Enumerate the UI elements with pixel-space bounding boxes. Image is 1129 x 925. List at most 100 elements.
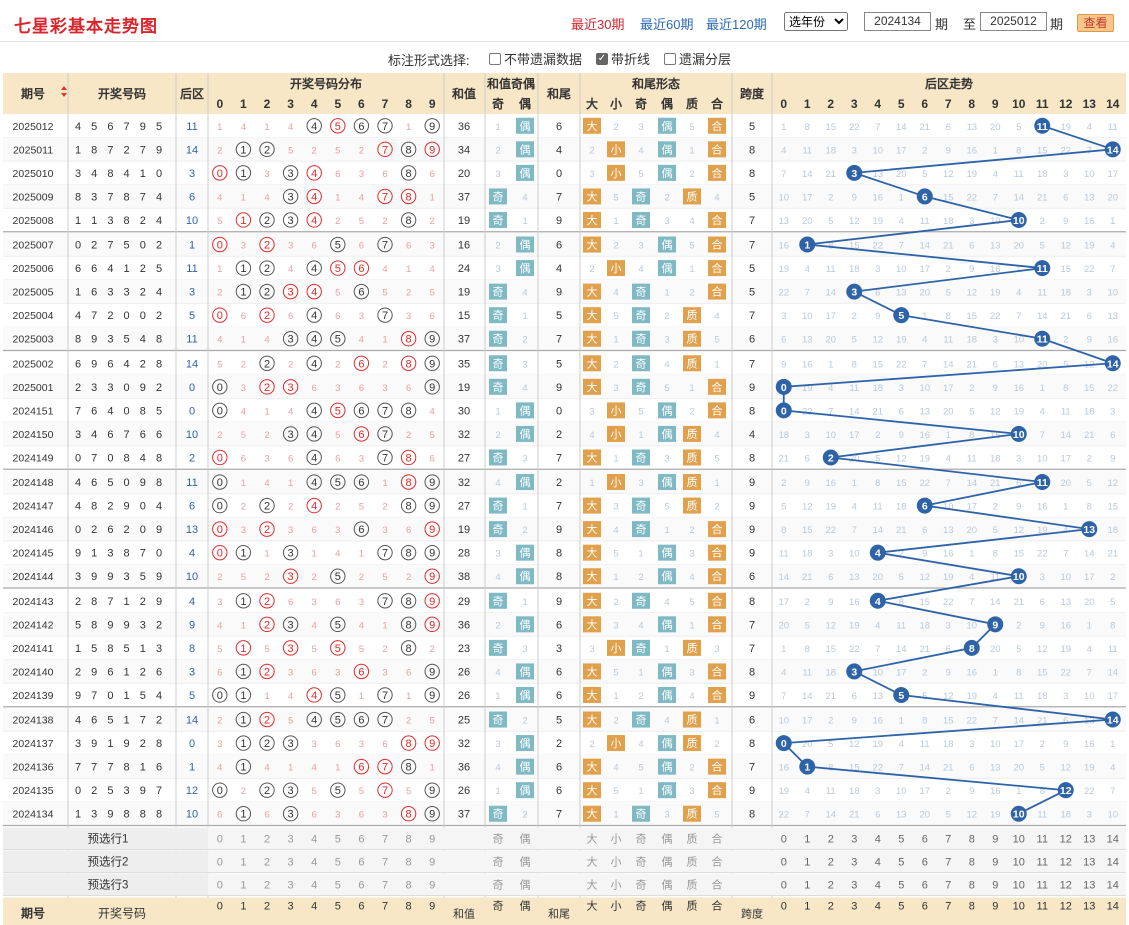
dist-ball-num: 1 — [240, 215, 246, 227]
issue-cell: 2025006 — [13, 263, 54, 275]
foot-bt: 5 — [898, 901, 904, 913]
no-miss-checkbox[interactable]: 不带遗漏数据 — [489, 49, 582, 68]
tf-mark — [708, 378, 726, 395]
dist-ball — [330, 118, 346, 134]
tf-mark — [708, 568, 726, 585]
select-digit: 5 — [335, 834, 341, 846]
back-ball — [846, 164, 863, 181]
select-back: 6 — [922, 834, 928, 846]
miss-cell: 7 — [993, 716, 998, 727]
dist-ball-num: 4 — [311, 334, 317, 346]
dist-ball-num: 8 — [406, 762, 412, 774]
miss-cell: 2 — [288, 359, 293, 370]
miss-cell: 3 — [875, 264, 880, 275]
back-ball — [1057, 782, 1074, 799]
from-issue-input[interactable]: 2024134 — [864, 12, 931, 31]
recent-120-link[interactable]: 最近120期 — [706, 17, 767, 32]
miss-cell: 13 — [990, 241, 1001, 252]
to-unit-label: 期 — [1050, 17, 1064, 32]
miss-cell: 12 — [849, 739, 860, 750]
miss-cell: 5 — [875, 453, 880, 464]
back-ball-num: 3 — [851, 287, 857, 299]
miss-cell: 15 — [1013, 549, 1024, 560]
miss-cell: 19 — [778, 786, 789, 797]
miss-cell: 2 — [589, 145, 594, 156]
miss-cell: 4 — [359, 620, 364, 631]
sum-cell: 37 — [458, 809, 470, 821]
miss-layer-checkbox[interactable]: 遗漏分层 — [664, 49, 731, 68]
foot-oe: 奇 — [493, 900, 504, 913]
back-cell: 11 — [186, 334, 197, 346]
dist-ball-num: 2 — [264, 382, 270, 394]
dist-ball-num: 4 — [311, 405, 317, 417]
miss-cell: 20 — [802, 739, 813, 750]
oe-mark-text: 偶 — [520, 570, 531, 583]
checkbox-box[interactable]: ✓ — [596, 52, 608, 65]
back-ball — [893, 307, 910, 324]
dist-ball — [259, 212, 275, 228]
number-cell: 6 — [156, 762, 162, 774]
back-cell: 3 — [189, 168, 195, 180]
tf-mark-text: 奇 — [636, 523, 647, 536]
number-cell: 4 — [75, 121, 81, 133]
oe-mark-text: 奇 — [493, 642, 504, 655]
oe-mark-text: 偶 — [520, 761, 531, 774]
miss-cell: 2 — [638, 691, 643, 702]
dist-ball — [235, 711, 252, 728]
miss-cell: 3 — [589, 406, 594, 417]
miss-cell: 4 — [946, 453, 951, 464]
issue-cell: 2024143 — [13, 596, 54, 608]
back-ball-num: 9 — [992, 619, 998, 631]
miss-cell: 4 — [828, 383, 833, 394]
dist-ball-num: 4 — [311, 191, 317, 203]
number-cell: 6 — [107, 358, 113, 370]
miss-cell: 3 — [993, 335, 998, 346]
recent-60-link[interactable]: 最近60期 — [640, 17, 694, 32]
miss-cell: 11 — [943, 335, 953, 346]
miss-cell: 16 — [872, 716, 883, 727]
polyline-checkbox[interactable]: ✓ 带折线 — [596, 49, 650, 68]
number-cell: 7 — [75, 405, 81, 417]
tf-head: 小 — [610, 96, 622, 111]
dist-ball-num: 3 — [288, 334, 294, 346]
span-cell: 4 — [749, 429, 755, 441]
miss-cell: 10 — [1037, 453, 1048, 464]
miss-cell: 18 — [919, 620, 930, 631]
query-button[interactable]: 查看 — [1077, 14, 1114, 32]
miss-cell: 5 — [288, 716, 293, 727]
tf-mark-text: 偶 — [662, 570, 673, 583]
oe-mark — [516, 402, 534, 419]
checkbox-box[interactable] — [664, 52, 676, 65]
miss-cell: 16 — [943, 549, 954, 560]
tail-cell: 4 — [556, 263, 562, 275]
year-select[interactable]: 选年份 — [784, 12, 848, 31]
number-cell: 0 — [140, 524, 146, 536]
miss-cell: 21 — [1013, 597, 1024, 608]
back-cell: 10 — [186, 215, 198, 227]
issue-cell: 2025001 — [13, 382, 54, 394]
miss-cell: 3 — [664, 335, 669, 346]
sum-cell: 19 — [458, 524, 470, 536]
tf-mark-text: 小 — [611, 143, 622, 156]
miss-cell: 5 — [1016, 122, 1021, 133]
bt-head: 3 — [851, 97, 858, 111]
tf-mark — [658, 568, 676, 585]
number-cell: 1 — [75, 144, 81, 156]
recent-30-link[interactable]: 最近30期 — [571, 17, 625, 32]
tf-mark — [607, 474, 625, 491]
miss-cell: 2 — [335, 216, 340, 227]
miss-cell: 9 — [993, 383, 998, 394]
back-cell: 5 — [189, 310, 195, 322]
select-back: 5 — [898, 880, 904, 892]
span-cell: 6 — [749, 571, 755, 583]
dist-ball — [400, 331, 417, 347]
dist-ball-num: 5 — [335, 643, 341, 655]
tf-mark — [658, 141, 676, 158]
to-issue-input[interactable]: 2025012 — [980, 12, 1047, 31]
miss-cell: 3 — [382, 810, 387, 821]
number-cell: 2 — [140, 358, 146, 370]
checkbox-box[interactable] — [489, 52, 501, 65]
miss-cell: 17 — [919, 264, 930, 275]
bt-head: 11 — [1036, 97, 1049, 111]
dist-ball-num: 7 — [382, 690, 388, 702]
